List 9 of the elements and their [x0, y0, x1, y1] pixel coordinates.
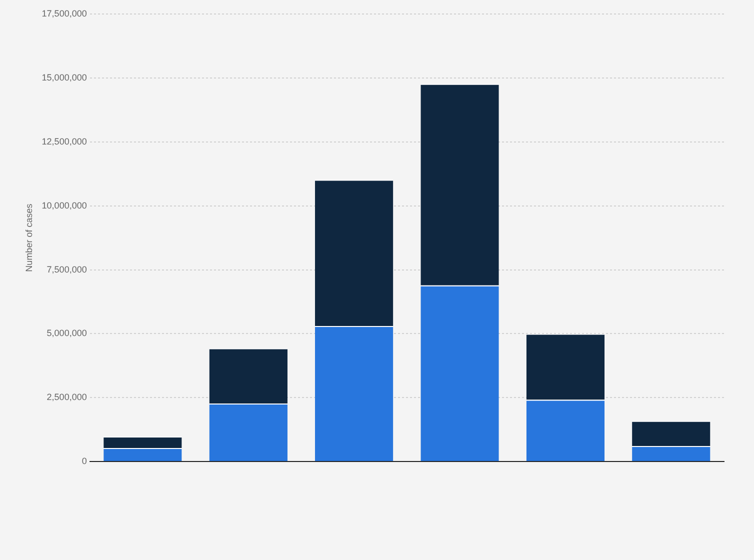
y-tick-label: 12,500,000: [42, 136, 87, 146]
y-tick-label: 2,500,000: [46, 392, 87, 402]
y-tick-label: 7,500,000: [46, 264, 87, 274]
y-tick-label: 10,000,000: [42, 200, 87, 210]
y-tick-label: 5,000,000: [46, 328, 87, 338]
y-tick-label: 15,000,000: [42, 72, 87, 82]
y-axis-title: Number of cases: [24, 203, 34, 272]
y-tick-label: 17,500,000: [42, 8, 87, 18]
y-tick-label: 0: [82, 456, 87, 466]
